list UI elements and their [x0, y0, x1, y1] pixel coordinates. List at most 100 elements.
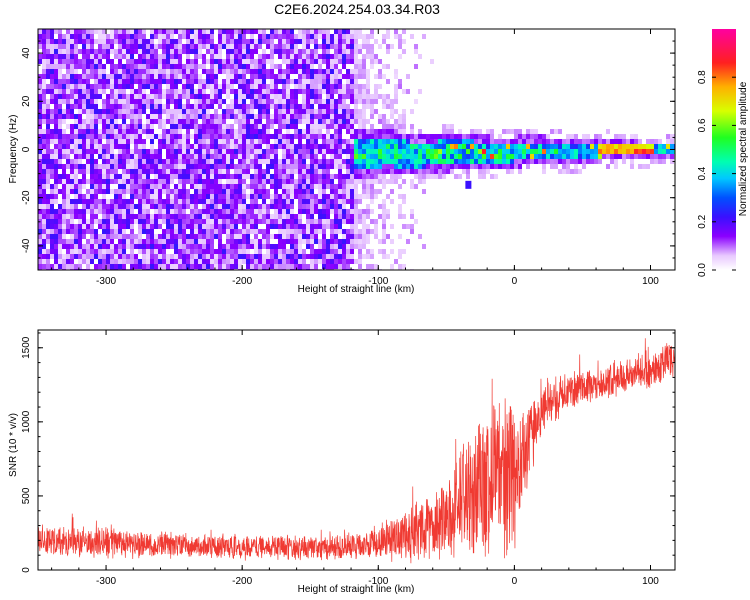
spectrogram-cell — [282, 114, 286, 119]
spectrogram-cell — [422, 189, 426, 194]
spectrogram-cell — [90, 94, 94, 99]
spectrogram-cell — [238, 69, 242, 74]
spectrogram-cell — [366, 184, 370, 189]
spectrogram-cell — [70, 74, 74, 79]
spectrogram-cell — [230, 249, 234, 254]
spectrogram-cell — [366, 204, 370, 209]
spectrogram-cell — [178, 254, 182, 259]
spectrogram-cell — [126, 234, 130, 239]
spectrogram-cell — [310, 169, 314, 174]
spectrogram-cell — [74, 54, 78, 59]
spectrogram-cell — [530, 134, 534, 139]
spectrogram-cell — [182, 144, 186, 149]
spectrogram-cell — [186, 214, 190, 219]
spectrogram-cell — [162, 254, 166, 259]
spectrogram-cell — [318, 184, 322, 189]
spectrogram-cell — [198, 224, 202, 229]
spectrogram-cell — [346, 44, 350, 49]
spectrogram-cell — [438, 139, 442, 144]
spectrogram-cell — [302, 249, 306, 254]
spectrogram-cell — [70, 44, 74, 49]
spectrogram-cell — [326, 174, 330, 179]
spectrogram-cell — [382, 184, 386, 189]
spectrogram-cell — [78, 194, 82, 199]
spectrogram-cell — [254, 124, 258, 129]
spectrogram-cell — [170, 124, 174, 129]
spectrogram-cell — [350, 79, 354, 84]
spectrogram-cell — [198, 64, 202, 69]
spectrogram-cell — [170, 89, 174, 94]
spectrogram-cell — [306, 69, 310, 74]
spectrogram-cell — [242, 149, 246, 154]
spectrogram-cell — [38, 54, 42, 59]
spectrogram-cell — [98, 154, 102, 159]
spectrogram-cell — [142, 169, 146, 174]
spectrogram-cell — [338, 44, 342, 49]
spectrogram-cell — [478, 164, 482, 169]
spectrogram-cell — [86, 179, 90, 184]
spectrogram-cell — [354, 164, 358, 169]
spectrogram-cell — [362, 84, 366, 89]
spectrogram-cell — [102, 129, 106, 134]
spectrogram-cell — [62, 224, 66, 229]
spectrogram-cell — [118, 229, 122, 234]
spectrogram-cell — [270, 44, 274, 49]
spectrogram-cell — [318, 69, 322, 74]
spectrogram-cell — [202, 34, 206, 39]
spectrogram-cell — [170, 199, 174, 204]
spectrogram-cell — [166, 189, 170, 194]
spectrogram-cell — [46, 224, 50, 229]
spectrogram-cell — [134, 169, 138, 174]
spectrogram-cell — [170, 254, 174, 259]
spectrogram-cell — [98, 204, 102, 209]
snr-x-axis: -300 -200 -100 0 100 — [51, 330, 659, 587]
spectrogram-cell — [258, 244, 262, 249]
spectrogram-cell — [410, 184, 414, 189]
spectrogram-cell — [130, 214, 134, 219]
spectrogram-cell — [322, 179, 326, 184]
spectrogram-cell — [206, 144, 210, 149]
spectrogram-cell — [174, 29, 178, 34]
spectrogram-cell — [46, 39, 50, 44]
spectrogram-cell — [110, 259, 114, 264]
spectrogram-cell — [190, 44, 194, 49]
spectrogram-cell — [386, 129, 390, 134]
spectrogram-cell — [402, 119, 406, 124]
spectrogram-cell — [326, 44, 330, 49]
spectrogram-cell — [230, 209, 234, 214]
spectrogram-cell — [606, 144, 610, 149]
spectrogram-cell — [74, 144, 78, 149]
spectrogram-cell — [90, 159, 94, 164]
spectrogram-cell — [258, 74, 262, 79]
spectrogram-cell — [534, 149, 538, 154]
spectrogram-cell — [338, 184, 342, 189]
spectrogram-cell — [298, 239, 302, 244]
spectrogram-cell — [198, 194, 202, 199]
spectrogram-cell — [102, 124, 106, 129]
spectrogram-cell — [234, 254, 238, 259]
spectrogram-cell — [430, 164, 434, 169]
spectrogram-cell — [314, 84, 318, 89]
spectrogram-cell — [202, 164, 206, 169]
spectrogram-cell — [306, 34, 310, 39]
spectrogram-cell — [654, 154, 658, 159]
spectrogram-cell — [506, 139, 510, 144]
spectrogram-cell — [106, 249, 110, 254]
spectrogram-cell — [314, 54, 318, 59]
spectrogram-cell — [154, 179, 158, 184]
spectrogram-cell — [202, 194, 206, 199]
spectrogram-cell — [366, 44, 370, 49]
spectrogram-cell — [262, 219, 266, 224]
spectrogram-cell — [234, 74, 238, 79]
spectrogram-cell — [70, 84, 74, 89]
spectrogram-cell — [122, 229, 126, 234]
spectrogram-cell — [66, 204, 70, 209]
spectrogram-cell — [182, 184, 186, 189]
spectrogram-cell — [262, 229, 266, 234]
spectrogram-cell — [162, 169, 166, 174]
spectrogram-cell — [126, 114, 130, 119]
spectrogram-cell — [190, 94, 194, 99]
spectrogram-cell — [358, 34, 362, 39]
spectrogram-cell — [530, 159, 534, 164]
spectrogram-cell — [494, 154, 498, 159]
